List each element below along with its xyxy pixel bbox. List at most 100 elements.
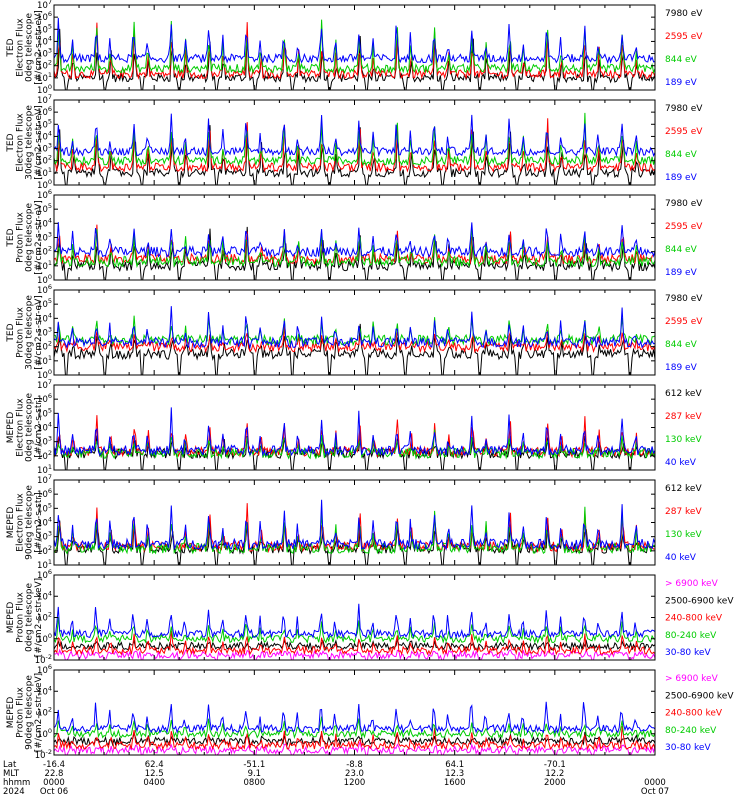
y-tick-label: 101 (37, 463, 52, 476)
series-line-2595-ev (53, 22, 656, 80)
time-tick-label: 2000 (544, 778, 566, 788)
y-tick-label: 101 (37, 259, 52, 272)
series-line-189-ev (53, 306, 656, 350)
axis-row-label: Lat (3, 760, 17, 770)
time-tick-label: 0400 (143, 778, 165, 788)
legend-entry: 40 keV (665, 553, 697, 563)
y-tick-label: 102 (37, 154, 52, 167)
y-tick-label: 106 (37, 10, 52, 23)
y-tick-label: 100 (37, 273, 52, 286)
y-tick-label: 106 (37, 487, 52, 500)
lat-tick-label: 62.4 (145, 760, 164, 770)
legend-entry: 189 eV (665, 268, 698, 278)
legend-entry: 7980 eV (665, 9, 703, 19)
y-tick-label: 102 (37, 245, 52, 258)
series-line-130-kev (53, 429, 656, 460)
legend-entry: 844 eV (665, 340, 698, 350)
y-tick-label: 104 (37, 421, 52, 434)
series-line-844-ev (53, 225, 656, 269)
plot-frame (53, 194, 656, 281)
y-tick-label: 101 (37, 71, 52, 84)
date-tick-label: Oct 07 (641, 787, 669, 797)
y-tick-label: 100 (37, 178, 52, 191)
mlt-tick-label: 23.0 (345, 769, 364, 779)
time-tick-label: 0000 (43, 778, 65, 788)
legend-entry: 287 keV (665, 412, 702, 422)
y-tick-label: 106 (37, 283, 52, 296)
mlt-tick-label: 12.3 (445, 769, 464, 779)
series-line-240-800-kev (53, 630, 656, 656)
y-tick-label: 107 (37, 378, 52, 391)
y-tick-label: 104 (37, 311, 52, 324)
y-tick-label: 100 (37, 727, 52, 740)
y-tick-label: 10-2 (35, 653, 52, 666)
legend-entry: 130 keV (665, 530, 702, 540)
lat-tick-label: -70.1 (544, 760, 566, 770)
y-tick-label: 102 (37, 544, 52, 557)
series-line-2595-ev (53, 118, 656, 173)
date-tick-label: Oct 06 (40, 787, 68, 797)
y-axis-label: TEDElectron Flux30deg telescope[#/cm2-s-… (6, 105, 44, 180)
y-tick-label: 100 (37, 368, 52, 381)
y-tick-label: 102 (37, 611, 52, 624)
plot-frame (53, 289, 656, 376)
series-line-30-80-kev (53, 701, 656, 735)
y-tick-label: 103 (37, 435, 52, 448)
legend-entry: 2500-6900 keV (665, 596, 734, 606)
lat-tick-label: 64.1 (445, 760, 464, 770)
mlt-tick-label: 22.8 (45, 769, 64, 779)
y-tick-label: 104 (37, 589, 52, 602)
y-tick-label: 105 (37, 202, 52, 215)
legend-entry: 80-240 keV (665, 726, 717, 736)
legend-entry: 130 keV (665, 435, 702, 445)
y-tick-label: 103 (37, 47, 52, 60)
series-line-30-80-kev (53, 603, 656, 640)
y-tick-label: 107 (37, 0, 52, 11)
mlt-tick-label: 12.2 (545, 769, 564, 779)
y-tick-label: 107 (37, 473, 52, 486)
legend-entry: 612 keV (665, 484, 702, 494)
y-tick-label: 106 (37, 392, 52, 405)
y-tick-label: 105 (37, 501, 52, 514)
y-tick-label: 101 (37, 166, 52, 179)
axis-row-label: 2024 (3, 787, 25, 797)
legend-entry: 240-800 keV (665, 614, 723, 624)
y-axis-label: MEPEDElectron Flux90deg telescope[#/cm2-… (6, 485, 44, 560)
legend-entry: 2595 eV (665, 222, 703, 232)
series-line-80-240-kev (53, 716, 656, 740)
legend-entry: 80-240 keV (665, 631, 717, 641)
y-tick-label: 101 (37, 558, 52, 571)
y-tick-label: 102 (37, 449, 52, 462)
y-tick-label: 10-2 (35, 748, 52, 761)
legend-entry: 2595 eV (665, 317, 703, 327)
series-line-40-kev (53, 407, 656, 457)
series-line-240-800-kev (53, 726, 656, 751)
y-tick-label: 104 (37, 684, 52, 697)
legend-entry: 189 eV (665, 78, 698, 88)
legend-entry: 189 eV (665, 173, 698, 183)
y-axis-label: TEDElectron Flux0deg telescope[#/cm2-s-s… (6, 10, 44, 85)
legend-entry: 287 keV (665, 507, 702, 517)
y-tick-label: 102 (37, 706, 52, 719)
y-axis-label: TEDProton Flux30deg telescope[#/cm2-s-st… (6, 295, 44, 370)
y-tick-label: 106 (37, 105, 52, 118)
y-tick-label: 105 (37, 22, 52, 35)
y-tick-label: 106 (37, 568, 52, 581)
y-tick-label: 102 (37, 59, 52, 72)
y-tick-label: 106 (37, 663, 52, 676)
time-tick-label: 1200 (344, 778, 366, 788)
y-tick-label: 105 (37, 117, 52, 130)
y-tick-label: 103 (37, 142, 52, 155)
y-tick-label: 100 (37, 632, 52, 645)
legend-entry: 30-80 keV (665, 648, 711, 658)
y-axis-label: MEPEDProton Flux90deg telescope[#/cm2-s-… (6, 673, 44, 752)
y-tick-label: 103 (37, 326, 52, 339)
legend-entry: 40 keV (665, 458, 697, 468)
time-tick-label: 1600 (444, 778, 466, 788)
